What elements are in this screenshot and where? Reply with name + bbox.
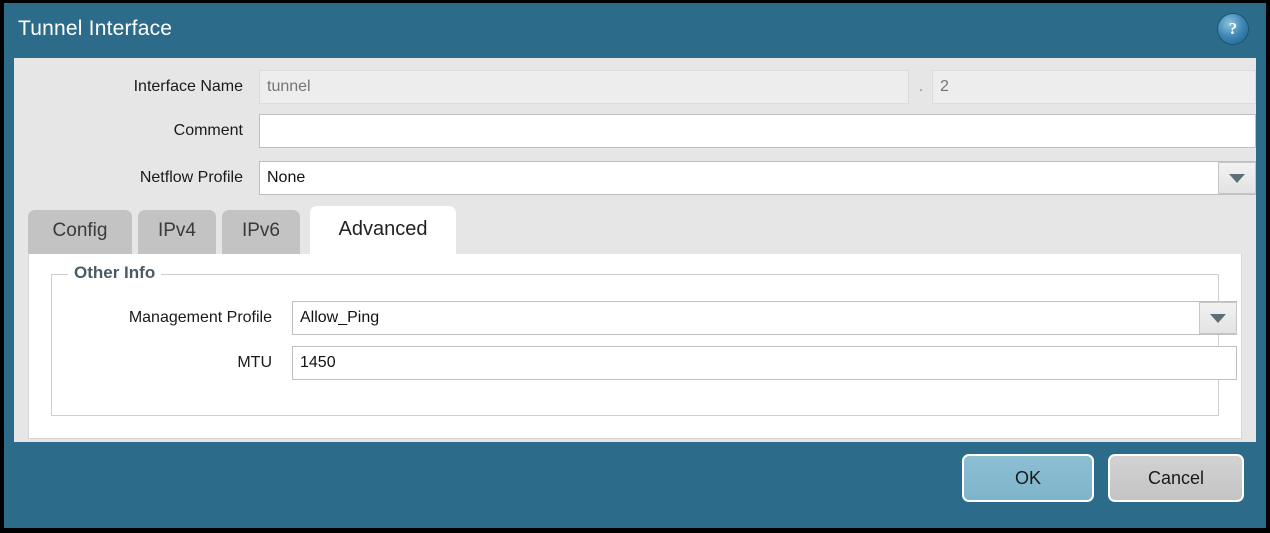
- tab-config[interactable]: Config: [28, 210, 132, 254]
- dialog-footer: OK Cancel: [4, 442, 1266, 528]
- dialog-title: Tunnel Interface: [18, 17, 173, 40]
- dialog-titlebar: Tunnel Interface: [4, 3, 1266, 58]
- comment-row: Comment: [14, 114, 1256, 148]
- interface-name-separator: .: [918, 78, 924, 95]
- netflow-profile-label: Netflow Profile: [139, 169, 243, 186]
- management-profile-input[interactable]: [292, 301, 1237, 335]
- mtu-label: MTU: [237, 354, 272, 371]
- netflow-profile-row: Netflow Profile: [14, 161, 1256, 195]
- management-profile-label: Management Profile: [128, 309, 272, 326]
- advanced-tab-panel: Other Info Management Profile MTU: [28, 254, 1242, 439]
- netflow-profile-input[interactable]: [259, 161, 1256, 195]
- mtu-row: MTU: [52, 346, 1237, 380]
- ok-button[interactable]: OK: [962, 454, 1094, 502]
- comment-input[interactable]: [259, 114, 1256, 148]
- tab-advanced[interactable]: Advanced: [310, 206, 456, 254]
- management-profile-row: Management Profile: [52, 301, 1237, 335]
- other-info-fieldset: Other Info Management Profile MTU: [51, 263, 1237, 416]
- interface-name-suffix-input: [932, 70, 1256, 104]
- tabstrip: Config IPv4 IPv6 Advanced: [28, 206, 1248, 254]
- tab-ipv6[interactable]: IPv6: [222, 210, 300, 254]
- netflow-profile-chevron-down-icon[interactable]: [1218, 162, 1256, 194]
- cancel-button[interactable]: Cancel: [1108, 454, 1244, 502]
- tunnel-interface-dialog: Tunnel Interface Interface Name . Commen…: [4, 3, 1266, 528]
- tab-ipv4[interactable]: IPv4: [138, 210, 216, 254]
- dialog-body: Interface Name . Comment Netflow Profile…: [14, 58, 1256, 442]
- comment-label: Comment: [173, 122, 243, 139]
- interface-name-row: Interface Name .: [14, 70, 1256, 104]
- interface-name-input: [259, 70, 909, 104]
- interface-name-label: Interface Name: [133, 78, 243, 95]
- help-question-icon[interactable]: [1218, 14, 1248, 44]
- other-info-legend: Other Info: [68, 263, 162, 283]
- management-profile-chevron-down-icon[interactable]: [1199, 302, 1237, 334]
- mtu-input[interactable]: [292, 346, 1237, 380]
